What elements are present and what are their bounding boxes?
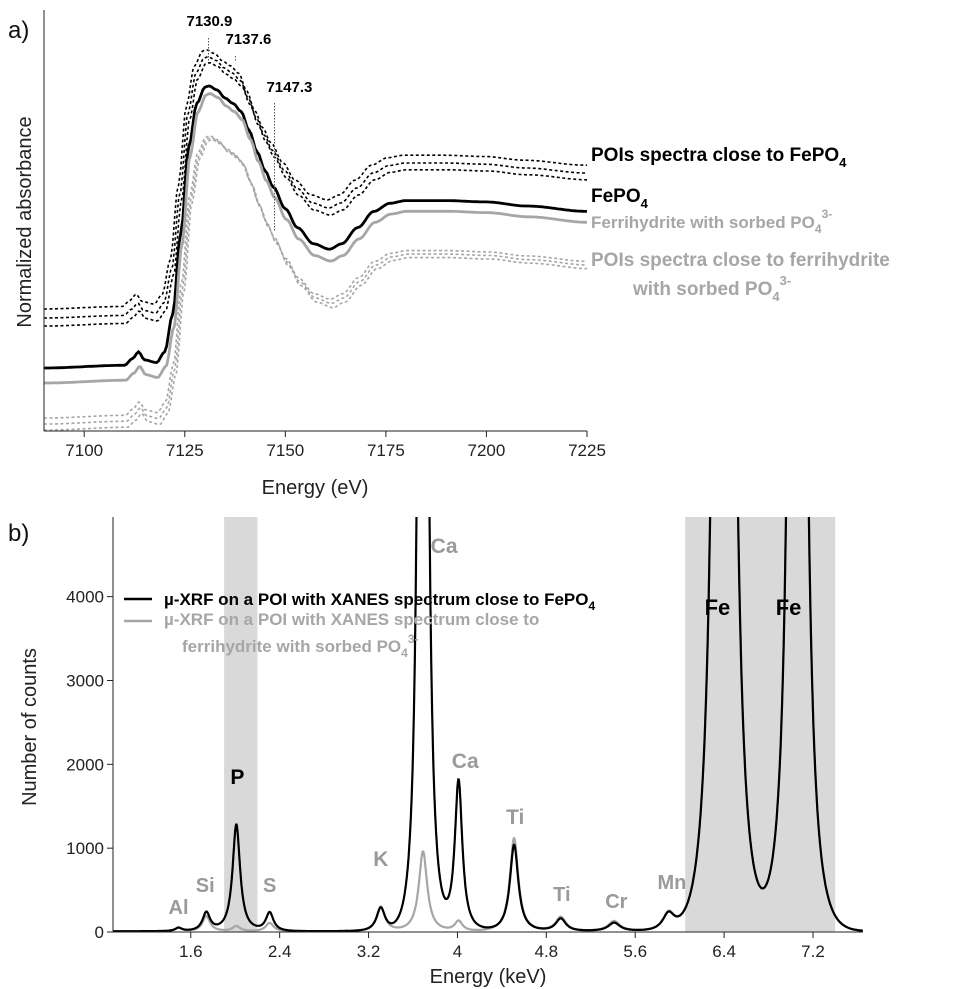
- xrf-x-axis-title: Energy (keV): [430, 966, 547, 988]
- xrf-x-tick-label: 5.6: [623, 942, 647, 961]
- xanes-curves: [44, 49, 587, 431]
- xrf-x-tick-label: 7.2: [801, 942, 825, 961]
- xrf-x-tick-label: 6.4: [712, 942, 736, 961]
- xanes-y-axis-title: Normalized absorbance: [14, 116, 36, 327]
- xrf-y-tick-label: 2000: [66, 755, 104, 774]
- peak-annotation-label: 7147.3: [266, 79, 312, 96]
- xrf-x-tick-label: 2.4: [268, 942, 292, 961]
- xanes-curve-poi-ferri-3: [44, 138, 587, 431]
- xrf-y-tick-label: 3000: [66, 671, 104, 690]
- xanes-x-tick-label: 7125: [166, 441, 204, 460]
- xrf-curves: [113, 517, 863, 932]
- xanes-x-tick-label: 7175: [367, 441, 405, 460]
- xanes-x-tick-label: 7200: [468, 441, 506, 460]
- xrf-y-axis-title: Number of counts: [19, 648, 41, 806]
- xrf-curve-fepo4: [113, 517, 863, 932]
- xanes-curve-ferrihydrite: [44, 92, 587, 385]
- xrf-y-tick-label: 1000: [66, 839, 104, 858]
- element-label-k: K: [373, 848, 388, 871]
- xrf-y-ticks: 0 1000 2000 3000 4000: [66, 588, 113, 942]
- label-ferrihydrite: Ferrihydrite with sorbed PO43-: [591, 207, 832, 236]
- xanes-x-tick-label: 7225: [568, 441, 606, 460]
- xrf-y-tick-label: 0: [95, 923, 104, 942]
- xanes-x-axis-title: Energy (eV): [262, 477, 369, 499]
- xanes-x-ticks: 7100 7125 7150 7175 7200 7225: [65, 431, 606, 460]
- xrf-x-tick-label: 4.8: [535, 942, 559, 961]
- label-pois-fepo4: POIs spectra close to FePO4: [591, 145, 847, 170]
- peak-annotation-label: 7137.6: [225, 31, 271, 48]
- peak-marker-lines: [208, 38, 275, 232]
- panel-a-label: a): [8, 17, 29, 44]
- xrf-x-tick-label: 1.6: [179, 942, 203, 961]
- xanes-curve-poi-fepo4-2: [44, 56, 587, 319]
- element-label-ca: Ca: [431, 535, 458, 558]
- panel-b-label: b): [8, 520, 29, 547]
- element-label-ti: Ti: [553, 884, 570, 906]
- legend-label-black: µ-XRF on a POI with XANES spectrum close…: [164, 590, 595, 613]
- element-label-fe: Fe: [705, 595, 731, 620]
- xanes-curve-poi-ferri-2: [44, 136, 587, 425]
- element-label-ti: Ti: [506, 806, 524, 829]
- element-label-cr: Cr: [605, 891, 627, 913]
- xrf-y-tick-label: 4000: [66, 588, 104, 607]
- xanes-x-tick-label: 7150: [266, 441, 304, 460]
- element-label-fe: Fe: [776, 595, 802, 620]
- xrf-x-tick-label: 3.2: [357, 942, 381, 961]
- element-label-p: P: [230, 766, 244, 789]
- element-label-mn: Mn: [657, 872, 686, 894]
- xanes-curve-poi-fepo4-3: [44, 61, 587, 327]
- label-pois-ferrihydrite-line2: with sorbed PO43-: [632, 273, 791, 304]
- element-label-ca: Ca: [452, 750, 479, 773]
- xrf-x-tick-label: 4: [453, 942, 462, 961]
- element-label-al: Al: [169, 897, 189, 919]
- element-label-s: S: [263, 875, 276, 897]
- label-fepo4: FePO4: [591, 186, 649, 211]
- legend-label-gray-line1: µ-XRF on a POI with XANES spectrum close…: [164, 610, 539, 629]
- xanes-curve-poi-fepo4-1: [44, 49, 587, 310]
- xanes-curve-poi-ferri-1: [44, 135, 587, 419]
- xanes-curve-fepo4: [44, 84, 587, 370]
- element-peak-labels: Al Si P S K Ca Ca Ti Ti Cr Mn Fe Fe: [169, 535, 802, 919]
- peak-annotation-label: 7130.9: [187, 13, 233, 30]
- xanes-x-tick-label: 7100: [65, 441, 103, 460]
- element-label-si: Si: [196, 875, 215, 897]
- xrf-curve-ferrihydrite: [113, 517, 863, 932]
- xrf-x-ticks: 1.6 2.4 3.2 4 4.8 5.6 6.4 7.2: [179, 932, 825, 961]
- legend-label-gray-line2: ferrihydrite with sorbed PO43-: [182, 632, 419, 660]
- label-pois-ferrihydrite-line1: POIs spectra close to ferrihydrite: [591, 250, 890, 271]
